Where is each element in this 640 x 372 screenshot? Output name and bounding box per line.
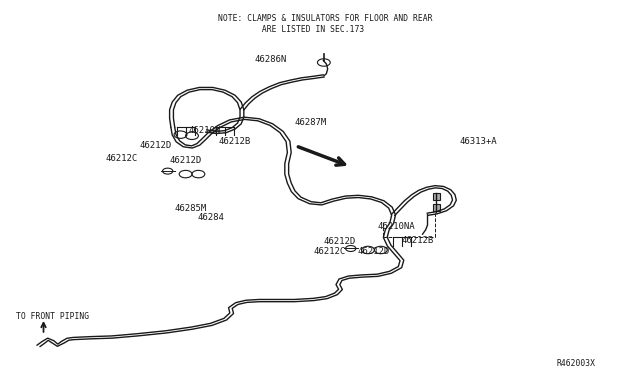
Text: ARE LISTED IN SEC.173: ARE LISTED IN SEC.173 xyxy=(218,25,364,34)
Text: 46212D: 46212D xyxy=(170,156,202,165)
Text: 46285M: 46285M xyxy=(174,204,206,213)
Text: R462003X: R462003X xyxy=(557,359,596,368)
Text: 46313+A: 46313+A xyxy=(460,137,497,146)
Text: 46212B: 46212B xyxy=(219,137,251,146)
FancyBboxPatch shape xyxy=(433,204,440,211)
Text: NOTE: CLAMPS & INSULATORS FOR FLOOR AND REAR: NOTE: CLAMPS & INSULATORS FOR FLOOR AND … xyxy=(218,14,432,23)
Text: 46212C: 46212C xyxy=(314,247,346,256)
Text: 46287M: 46287M xyxy=(294,118,326,127)
Text: 46212D: 46212D xyxy=(357,247,389,256)
FancyBboxPatch shape xyxy=(433,193,440,200)
Text: 46210NA: 46210NA xyxy=(378,222,415,231)
Text: 46286N: 46286N xyxy=(255,55,287,64)
Text: 46212B: 46212B xyxy=(402,236,434,245)
Text: 46212D: 46212D xyxy=(140,141,172,150)
Text: TO FRONT PIPING: TO FRONT PIPING xyxy=(16,312,89,321)
Text: 46284: 46284 xyxy=(197,213,224,222)
Text: 46210N: 46210N xyxy=(189,126,221,135)
Text: 46212C: 46212C xyxy=(106,154,138,163)
Text: 46212D: 46212D xyxy=(324,237,356,246)
